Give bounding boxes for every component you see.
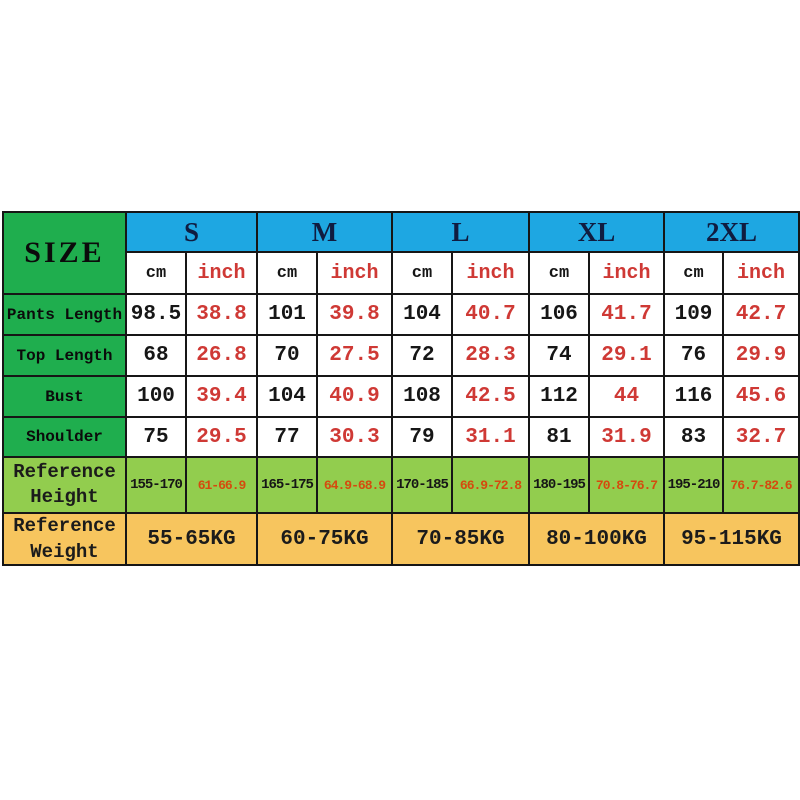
- height-cell-cm: 155-170: [127, 458, 185, 512]
- row-label-top-length: Top Length: [4, 336, 125, 375]
- size-header-cell: SIZE: [4, 213, 125, 293]
- value-cell-inch: 39.8: [318, 295, 391, 334]
- unit-header-inch: inch: [724, 253, 798, 293]
- value-cell-inch: 40.9: [318, 377, 391, 416]
- value-cell-inch: 29.5: [187, 418, 256, 456]
- size-column-l: L: [393, 213, 528, 251]
- value-cell-inch: 29.1: [590, 336, 663, 375]
- unit-header-cm: cm: [530, 253, 588, 293]
- height-cell-inch: 66.9-72.8: [453, 458, 528, 512]
- value-cell-cm: 106: [530, 295, 588, 334]
- size-column-xl: XL: [530, 213, 663, 251]
- row-label-shoulder: Shoulder: [4, 418, 125, 456]
- height-cell-cm: 170-185: [393, 458, 451, 512]
- value-cell-inch: 32.7: [724, 418, 798, 456]
- value-cell-cm: 83: [665, 418, 722, 456]
- value-cell-inch: 42.7: [724, 295, 798, 334]
- value-cell-inch: 44: [590, 377, 663, 416]
- height-cell-inch: 70.8-76.7: [590, 458, 663, 512]
- size-column-s: S: [127, 213, 256, 251]
- row-label-pants-length: Pants Length: [4, 295, 125, 334]
- reference-height-line2: Height: [30, 486, 99, 508]
- height-cell-cm: 165-175: [258, 458, 316, 512]
- unit-header-inch: inch: [590, 253, 663, 293]
- value-cell-cm: 116: [665, 377, 722, 416]
- value-cell-inch: 41.7: [590, 295, 663, 334]
- value-cell-cm: 77: [258, 418, 316, 456]
- size-chart-table: SIZE S M L XL 2XL cm inch cm inch cm inc…: [2, 211, 800, 566]
- value-cell-cm: 108: [393, 377, 451, 416]
- value-cell-cm: 79: [393, 418, 451, 456]
- value-cell-cm: 68: [127, 336, 185, 375]
- value-cell-cm: 101: [258, 295, 316, 334]
- value-cell-inch: 31.9: [590, 418, 663, 456]
- row-label-bust: Bust: [4, 377, 125, 416]
- value-cell-inch: 45.6: [724, 377, 798, 416]
- value-cell-inch: 26.8: [187, 336, 256, 375]
- unit-header-inch: inch: [453, 253, 528, 293]
- reference-weight-line2: Weight: [30, 541, 99, 563]
- height-cell-inch: 64.9-68.9: [318, 458, 391, 512]
- weight-cell: 55-65KG: [127, 514, 256, 564]
- height-cell-cm: 180-195: [530, 458, 588, 512]
- value-cell-inch: 30.3: [318, 418, 391, 456]
- height-cell-cm: 195-210: [665, 458, 722, 512]
- value-cell-cm: 104: [393, 295, 451, 334]
- unit-header-inch: inch: [187, 253, 256, 293]
- value-cell-inch: 38.8: [187, 295, 256, 334]
- reference-weight-line1: Reference: [13, 515, 116, 537]
- weight-cell: 70-85KG: [393, 514, 528, 564]
- value-cell-inch: 42.5: [453, 377, 528, 416]
- value-cell-cm: 76: [665, 336, 722, 375]
- value-cell-cm: 75: [127, 418, 185, 456]
- weight-cell: 60-75KG: [258, 514, 391, 564]
- unit-header-cm: cm: [127, 253, 185, 293]
- size-column-m: M: [258, 213, 391, 251]
- value-cell-cm: 81: [530, 418, 588, 456]
- weight-cell: 95-115KG: [665, 514, 798, 564]
- unit-header-cm: cm: [258, 253, 316, 293]
- value-cell-inch: 27.5: [318, 336, 391, 375]
- value-cell-inch: 28.3: [453, 336, 528, 375]
- row-label-reference-height: Reference Height: [4, 458, 125, 512]
- value-cell-cm: 109: [665, 295, 722, 334]
- weight-cell: 80-100KG: [530, 514, 663, 564]
- unit-header-cm: cm: [393, 253, 451, 293]
- value-cell-inch: 29.9: [724, 336, 798, 375]
- unit-header-cm: cm: [665, 253, 722, 293]
- value-cell-cm: 70: [258, 336, 316, 375]
- value-cell-cm: 74: [530, 336, 588, 375]
- value-cell-cm: 72: [393, 336, 451, 375]
- value-cell-cm: 100: [127, 377, 185, 416]
- height-cell-inch: 61-66.9: [187, 458, 256, 512]
- value-cell-inch: 39.4: [187, 377, 256, 416]
- row-label-reference-weight: Reference Weight: [4, 514, 125, 564]
- value-cell-inch: 31.1: [453, 418, 528, 456]
- size-column-2xl: 2XL: [665, 213, 798, 251]
- value-cell-cm: 112: [530, 377, 588, 416]
- unit-header-inch: inch: [318, 253, 391, 293]
- value-cell-inch: 40.7: [453, 295, 528, 334]
- value-cell-cm: 98.5: [127, 295, 185, 334]
- value-cell-cm: 104: [258, 377, 316, 416]
- reference-height-line1: Reference: [13, 461, 116, 483]
- height-cell-inch: 76.7-82.6: [724, 458, 798, 512]
